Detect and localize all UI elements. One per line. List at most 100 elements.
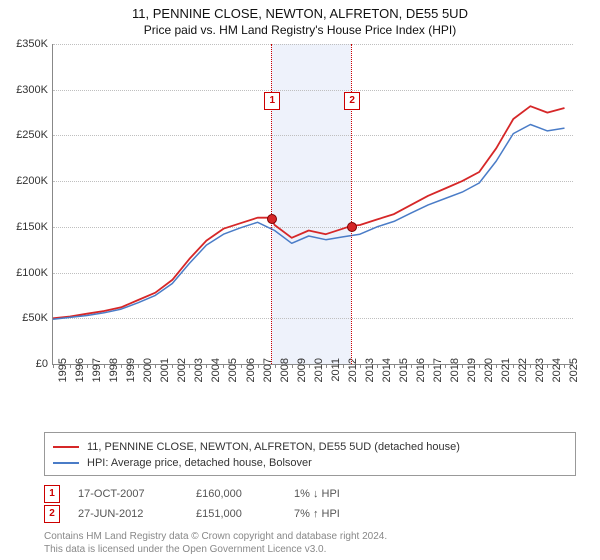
x-axis-label: 2025 [568,358,580,382]
legend-label: 11, PENNINE CLOSE, NEWTON, ALFRETON, DE5… [87,439,460,455]
x-axis-label: 1995 [57,358,69,382]
x-tick [138,364,139,368]
event-marker-icon: 2 [344,92,360,110]
x-tick [292,364,293,368]
x-tick [479,364,480,368]
x-tick [155,364,156,368]
x-axis-label: 2024 [551,358,563,382]
y-axis-label: £300K [4,84,48,96]
x-axis-label: 2006 [245,358,257,382]
x-axis-label: 2010 [313,358,325,382]
x-tick [462,364,463,368]
x-axis-label: 2021 [500,358,512,382]
y-axis-label: £50K [4,312,48,324]
x-axis-label: 2004 [210,358,222,382]
x-tick [223,364,224,368]
x-axis-label: 2001 [159,358,171,382]
x-tick [360,364,361,368]
x-axis-label: 2014 [381,358,393,382]
page-root: 11, PENNINE CLOSE, NEWTON, ALFRETON, DE5… [0,0,600,560]
event-price: £151,000 [196,504,276,524]
event-marker-icon: 1 [264,92,280,110]
x-axis-label: 2016 [415,358,427,382]
line-chart-svg [53,44,573,364]
x-axis-label: 2023 [534,358,546,382]
x-axis-label: 2000 [142,358,154,382]
attribution: Contains HM Land Registry data © Crown c… [44,530,576,556]
x-axis-label: 2008 [279,358,291,382]
sales-events: 1 17-OCT-2007 £160,000 1% ↓ HPI 2 27-JUN… [44,484,576,524]
x-axis-label: 1999 [125,358,137,382]
x-axis-label: 2009 [296,358,308,382]
sale-dot [267,214,277,224]
x-tick [530,364,531,368]
x-tick [70,364,71,368]
x-tick [258,364,259,368]
series-line-hpi [53,125,565,320]
x-tick [513,364,514,368]
x-tick [411,364,412,368]
x-tick [496,364,497,368]
x-axis-label: 2022 [517,358,529,382]
event-delta: 1% ↓ HPI [294,484,374,504]
x-tick [206,364,207,368]
x-tick [343,364,344,368]
legend-swatch [53,446,79,448]
x-tick [394,364,395,368]
x-axis-label: 2017 [432,358,444,382]
x-tick [53,364,54,368]
x-axis-label: 2011 [330,358,342,382]
legend-label: HPI: Average price, detached house, Bols… [87,455,312,471]
x-axis-label: 2018 [449,358,461,382]
x-axis-label: 2020 [483,358,495,382]
x-tick [275,364,276,368]
x-tick [104,364,105,368]
x-tick [87,364,88,368]
event-marker-icon: 1 [44,485,60,503]
event-price: £160,000 [196,484,276,504]
y-axis-label: £100K [4,267,48,279]
x-tick [326,364,327,368]
x-tick [377,364,378,368]
chart-area: 1995 1996 1997 1998 1999 2000 2001 2002 2003 2004… [0,44,600,424]
x-axis-label: 2003 [193,358,205,382]
event-date: 17-OCT-2007 [78,484,178,504]
x-tick [547,364,548,368]
y-axis-label: £250K [4,129,48,141]
x-tick [564,364,565,368]
x-tick [445,364,446,368]
x-tick [309,364,310,368]
x-tick [172,364,173,368]
plot-area: 1995199619971998199920002001200220032004… [52,44,573,365]
x-axis-label: 1996 [74,358,86,382]
x-axis-label: 2002 [176,358,188,382]
chart-subtitle: Price paid vs. HM Land Registry's House … [0,23,600,37]
event-delta: 7% ↑ HPI [294,504,374,524]
y-axis-label: £350K [4,38,48,50]
legend-item: HPI: Average price, detached house, Bols… [53,455,567,471]
y-axis-label: £150K [4,221,48,233]
event-date: 27-JUN-2012 [78,504,178,524]
x-tick [121,364,122,368]
x-tick [189,364,190,368]
x-tick [241,364,242,368]
sale-event-row: 1 17-OCT-2007 £160,000 1% ↓ HPI [44,484,576,504]
chart-title: 11, PENNINE CLOSE, NEWTON, ALFRETON, DE5… [0,6,600,21]
attribution-line: Contains HM Land Registry data © Crown c… [44,530,576,543]
attribution-line: This data is licensed under the Open Gov… [44,543,576,556]
y-axis-label: £0 [4,358,48,370]
x-axis-label: 2005 [227,358,239,382]
below-chart: 11, PENNINE CLOSE, NEWTON, ALFRETON, DE5… [44,432,576,556]
x-axis-label: 2013 [364,358,376,382]
sale-event-row: 2 27-JUN-2012 £151,000 7% ↑ HPI [44,504,576,524]
x-axis-label: 2015 [398,358,410,382]
series-line-property [53,106,565,318]
x-axis-label: 2012 [347,358,359,382]
x-axis-label: 1997 [91,358,103,382]
legend: 11, PENNINE CLOSE, NEWTON, ALFRETON, DE5… [44,432,576,476]
y-axis-label: £200K [4,175,48,187]
legend-item: 11, PENNINE CLOSE, NEWTON, ALFRETON, DE5… [53,439,567,455]
x-axis-label: 2019 [466,358,478,382]
legend-swatch [53,462,79,464]
x-axis-label: 1998 [108,358,120,382]
